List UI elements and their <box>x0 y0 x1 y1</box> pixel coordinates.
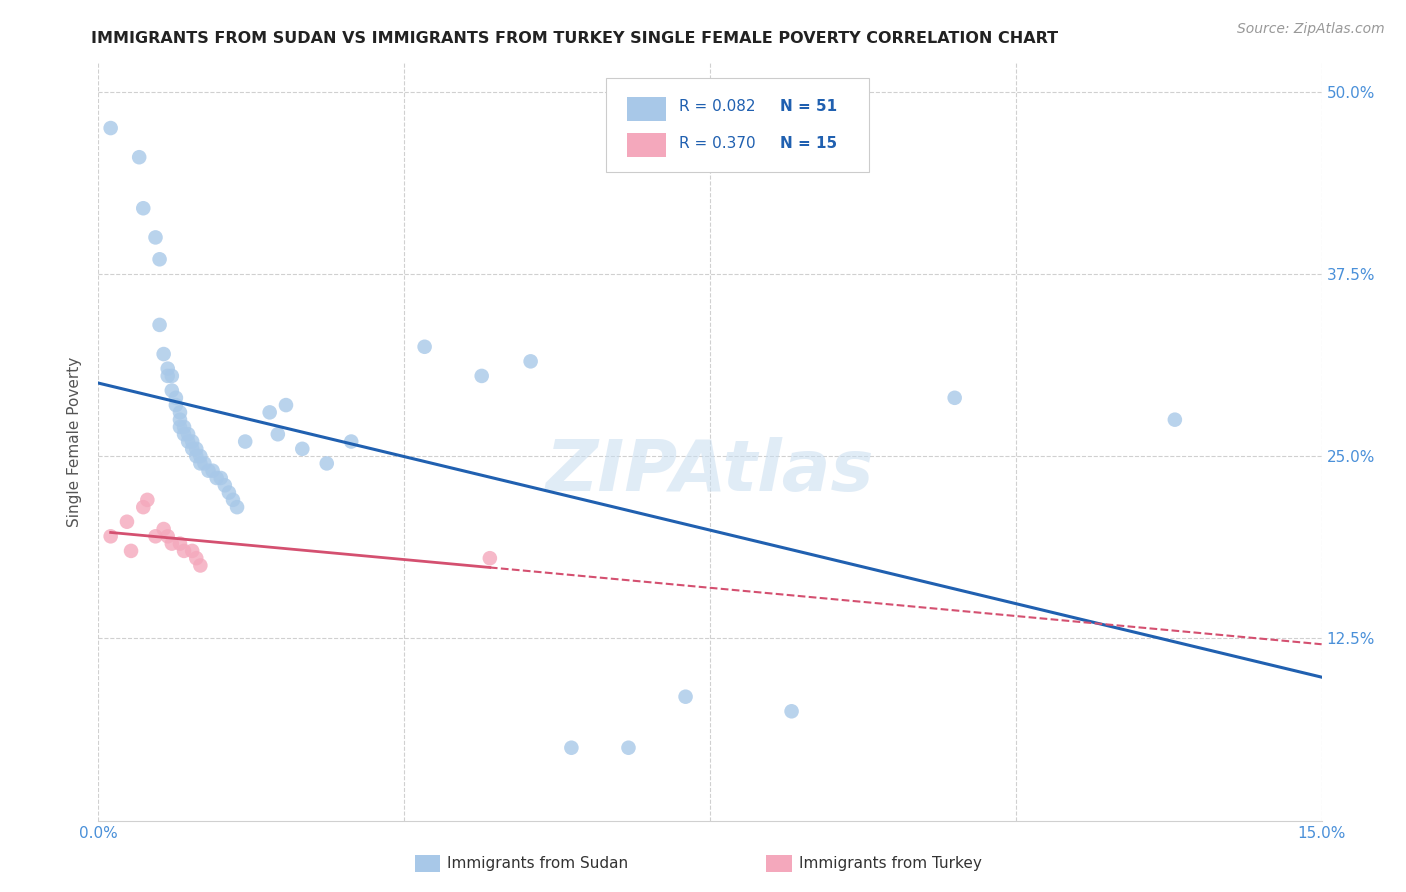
Point <box>1164 412 1187 426</box>
Point <box>226 500 249 515</box>
Text: R = 0.370: R = 0.370 <box>679 136 756 151</box>
Point <box>152 522 174 536</box>
Point <box>145 230 167 244</box>
Point <box>156 361 179 376</box>
Text: IMMIGRANTS FROM SUDAN VS IMMIGRANTS FROM TURKEY SINGLE FEMALE POVERTY CORRELATIO: IMMIGRANTS FROM SUDAN VS IMMIGRANTS FROM… <box>91 31 1059 46</box>
Point <box>181 442 204 456</box>
Point <box>152 347 174 361</box>
Point <box>160 368 183 383</box>
Point <box>780 704 803 718</box>
Point <box>149 252 172 267</box>
Point <box>197 464 219 478</box>
Point <box>214 478 236 492</box>
Point <box>413 340 436 354</box>
Text: Immigrants from Turkey: Immigrants from Turkey <box>799 856 981 871</box>
FancyBboxPatch shape <box>627 96 666 120</box>
Point <box>205 471 228 485</box>
Point <box>156 529 179 543</box>
Point <box>188 558 212 573</box>
Point <box>173 427 195 442</box>
Point <box>274 398 297 412</box>
Point <box>471 368 494 383</box>
Point <box>169 536 191 550</box>
Point <box>617 740 640 755</box>
Point <box>188 449 212 463</box>
Point <box>120 544 142 558</box>
Point <box>132 500 155 515</box>
Point <box>943 391 966 405</box>
Point <box>100 121 122 136</box>
Point <box>100 529 122 543</box>
Y-axis label: Single Female Poverty: Single Female Poverty <box>67 357 83 526</box>
Point <box>267 427 290 442</box>
Point <box>169 412 191 426</box>
Point <box>136 492 159 507</box>
Point <box>186 442 208 456</box>
Point <box>165 398 187 412</box>
Point <box>209 471 232 485</box>
Point <box>218 485 240 500</box>
Text: Immigrants from Sudan: Immigrants from Sudan <box>447 856 628 871</box>
Point <box>169 420 191 434</box>
Point <box>169 405 191 419</box>
Point <box>149 318 172 332</box>
Point <box>145 529 167 543</box>
Point <box>560 740 582 755</box>
Point <box>173 544 195 558</box>
FancyBboxPatch shape <box>627 133 666 157</box>
Point <box>156 368 179 383</box>
Text: R = 0.082: R = 0.082 <box>679 99 756 114</box>
Point <box>193 457 215 471</box>
Point <box>675 690 697 704</box>
Point <box>259 405 281 419</box>
Text: ZIPAtlas: ZIPAtlas <box>546 437 875 507</box>
Text: Source: ZipAtlas.com: Source: ZipAtlas.com <box>1237 22 1385 37</box>
Point <box>115 515 138 529</box>
Point <box>160 384 183 398</box>
Point <box>340 434 363 449</box>
Point <box>132 201 155 215</box>
Point <box>177 434 200 449</box>
Point <box>181 434 204 449</box>
Point <box>186 551 208 566</box>
Point <box>181 544 204 558</box>
Point <box>291 442 314 456</box>
Point <box>177 427 200 442</box>
Text: N = 51: N = 51 <box>780 99 837 114</box>
Point <box>128 150 150 164</box>
Point <box>315 457 337 471</box>
Point <box>173 420 195 434</box>
Point <box>188 457 212 471</box>
Point <box>201 464 224 478</box>
Point <box>186 449 208 463</box>
Text: N = 15: N = 15 <box>780 136 837 151</box>
Point <box>519 354 541 368</box>
Point <box>222 492 245 507</box>
Point <box>233 434 256 449</box>
Point <box>478 551 501 566</box>
Point <box>160 536 183 550</box>
Point <box>165 391 187 405</box>
FancyBboxPatch shape <box>606 78 869 172</box>
